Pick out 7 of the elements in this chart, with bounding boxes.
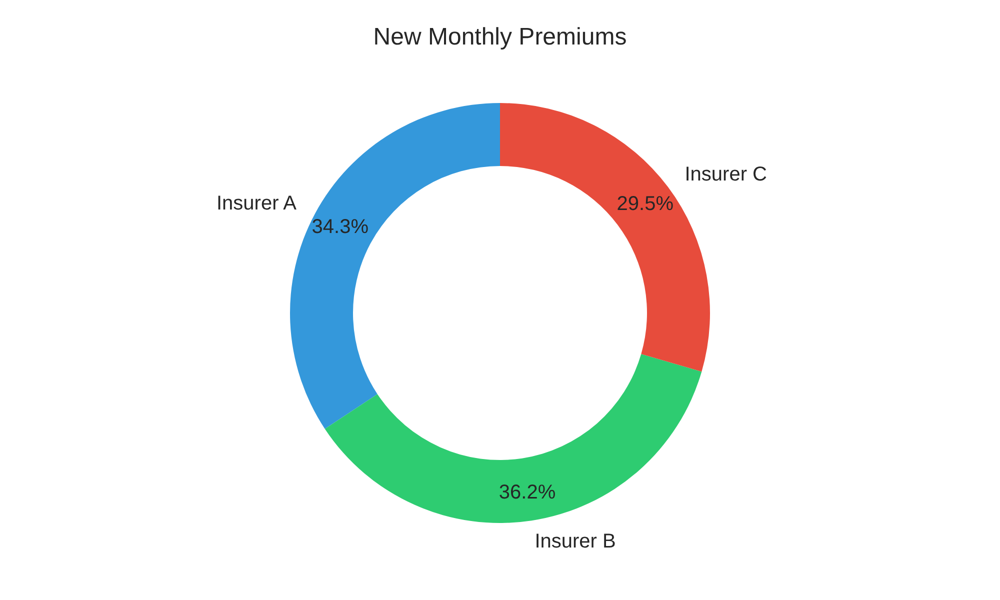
data-label: 29.5% <box>616 193 674 216</box>
data-label: 36.2% <box>498 481 556 504</box>
slice-label: Insurer B <box>534 530 616 552</box>
slice-label: Insurer A <box>216 192 298 215</box>
chart-title: New Monthly Premiums <box>373 24 627 50</box>
data-label: 34.3% <box>312 216 369 238</box>
slice-label: Insurer C <box>684 163 767 186</box>
